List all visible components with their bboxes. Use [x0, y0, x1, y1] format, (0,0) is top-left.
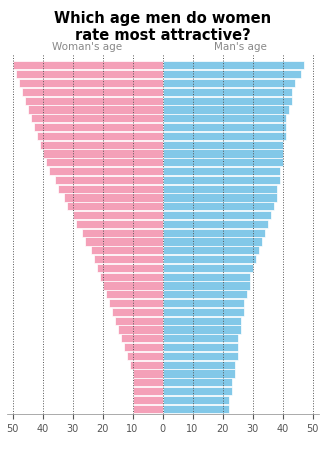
- Bar: [162, 273, 250, 281]
- Bar: [162, 246, 258, 254]
- Bar: [162, 405, 228, 413]
- Bar: [162, 369, 235, 378]
- Bar: [162, 105, 289, 113]
- Bar: [94, 255, 162, 263]
- Bar: [162, 352, 238, 360]
- Bar: [162, 167, 280, 175]
- Bar: [162, 123, 285, 131]
- Bar: [40, 140, 162, 148]
- Bar: [24, 97, 162, 105]
- Bar: [97, 264, 162, 272]
- Bar: [162, 194, 277, 202]
- Bar: [99, 273, 162, 281]
- Bar: [63, 194, 162, 202]
- Bar: [90, 246, 162, 254]
- Bar: [162, 396, 228, 404]
- Bar: [162, 238, 262, 246]
- Bar: [129, 360, 162, 369]
- Bar: [162, 114, 285, 122]
- Bar: [162, 378, 231, 387]
- Bar: [31, 114, 163, 122]
- Bar: [28, 105, 162, 113]
- Bar: [19, 79, 162, 87]
- Bar: [162, 158, 282, 166]
- Bar: [16, 70, 162, 78]
- Bar: [162, 229, 265, 237]
- Bar: [126, 352, 162, 360]
- Bar: [36, 132, 162, 140]
- Bar: [67, 202, 162, 210]
- Bar: [72, 211, 162, 219]
- Bar: [121, 334, 162, 342]
- Bar: [162, 343, 238, 351]
- Bar: [162, 360, 235, 369]
- Bar: [133, 387, 162, 395]
- Bar: [162, 281, 250, 289]
- Bar: [162, 264, 253, 272]
- Bar: [12, 61, 162, 69]
- Bar: [124, 343, 162, 351]
- Bar: [162, 387, 231, 395]
- Bar: [162, 325, 240, 333]
- Bar: [162, 132, 285, 140]
- Bar: [162, 149, 282, 158]
- Bar: [133, 396, 162, 404]
- Bar: [48, 167, 162, 175]
- Bar: [114, 317, 162, 325]
- Bar: [162, 299, 243, 307]
- Bar: [162, 79, 294, 87]
- Bar: [162, 88, 292, 96]
- Bar: [162, 176, 280, 184]
- Text: Man's age: Man's age: [214, 42, 267, 52]
- Bar: [162, 184, 277, 193]
- Bar: [162, 61, 304, 69]
- Bar: [133, 405, 162, 413]
- Bar: [102, 281, 162, 289]
- Bar: [109, 299, 162, 307]
- Bar: [21, 88, 162, 96]
- Bar: [133, 369, 162, 378]
- Bar: [118, 325, 162, 333]
- Bar: [162, 255, 255, 263]
- Bar: [162, 290, 246, 298]
- Bar: [162, 334, 238, 342]
- Bar: [55, 176, 162, 184]
- Bar: [162, 220, 267, 228]
- Bar: [106, 290, 162, 298]
- Text: Woman's age: Woman's age: [52, 42, 123, 52]
- Bar: [162, 97, 292, 105]
- Bar: [162, 202, 274, 210]
- Title: Which age men do women
rate most attractive?: Which age men do women rate most attract…: [54, 11, 271, 43]
- Bar: [58, 184, 162, 193]
- Bar: [33, 123, 162, 131]
- Bar: [75, 220, 162, 228]
- Bar: [111, 308, 162, 316]
- Bar: [133, 378, 162, 387]
- Bar: [162, 140, 282, 148]
- Bar: [82, 229, 162, 237]
- Bar: [46, 158, 162, 166]
- Bar: [43, 149, 162, 158]
- Bar: [162, 211, 270, 219]
- Bar: [84, 238, 162, 246]
- Bar: [162, 308, 243, 316]
- Bar: [162, 317, 240, 325]
- Bar: [162, 70, 301, 78]
